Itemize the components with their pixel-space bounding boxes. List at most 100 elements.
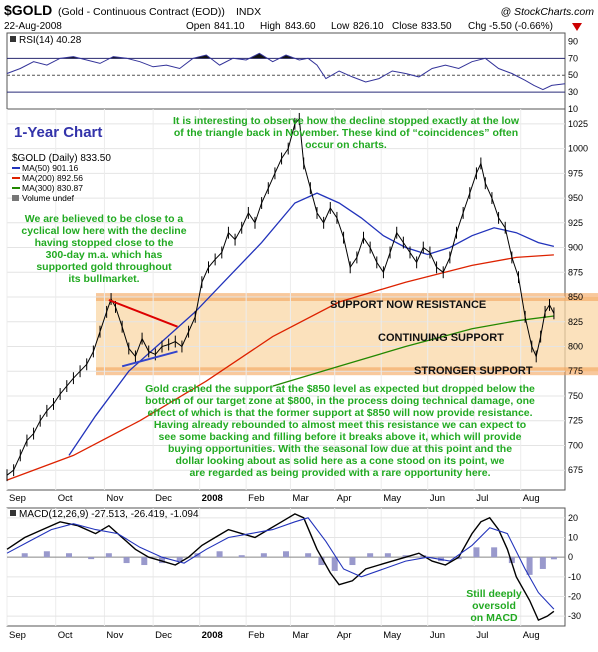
price-tick-label: 1000 <box>568 144 588 154</box>
macd-histogram-bar <box>305 553 312 558</box>
macd-histogram-bar <box>539 557 546 569</box>
price-tick-label: 775 <box>568 366 583 376</box>
high-label: High <box>260 21 281 32</box>
macd-histogram-bar <box>550 557 557 560</box>
left-note-line: cyclical low here with the decline <box>21 225 186 237</box>
close-label: Close <box>392 21 418 32</box>
macd-tick-label: 10 <box>568 533 578 543</box>
macd-histogram-bar <box>238 555 245 558</box>
rsi-tick-label: 90 <box>568 36 578 46</box>
macd-histogram-bar <box>384 553 391 558</box>
x-tick-label-macd: May <box>383 630 401 641</box>
bottom-note-line: are regarded as being provided with a ra… <box>189 467 490 479</box>
bottom-note-line: see some backing and filling before it b… <box>159 431 522 443</box>
rsi-note-line: of the triangle back in November. These … <box>174 127 518 139</box>
rsi-legend-text: RSI(14) 40.28 <box>19 35 82 46</box>
macd-legend-swatch <box>10 510 16 516</box>
chart-title: 1-Year Chart <box>14 124 102 141</box>
rsi-note-line: occur on charts. <box>305 139 387 151</box>
rsi-tick-label: 70 <box>568 53 578 63</box>
x-tick-label: Aug <box>523 493 540 504</box>
series-ma200 <box>6 254 554 481</box>
macd-note-line: oversold <box>472 600 516 612</box>
price-tick-label: 825 <box>568 317 583 327</box>
x-tick-label-macd: 2008 <box>202 630 223 641</box>
x-tick-label-macd: Jul <box>476 630 488 641</box>
macd-histogram-bar <box>318 557 325 566</box>
macd-histogram-bar <box>88 557 95 560</box>
macd-histogram-bar <box>526 557 533 575</box>
bottom-note-line: Gold crashed the support at the $850 lev… <box>145 383 535 395</box>
bottom-note: Gold crashed the support at the $850 lev… <box>145 383 535 479</box>
data-layer <box>6 52 566 622</box>
macd-histogram-bar <box>105 553 112 558</box>
x-tick-label-macd: Aug <box>523 630 540 641</box>
bottom-note-line: dollar looking about as solid here as a … <box>175 455 504 467</box>
price-tick-label: 850 <box>568 292 583 302</box>
macd-histogram-bar <box>123 557 130 564</box>
left-note-line: 300-day m.a. which has <box>46 249 163 261</box>
macd-note-line: Still deeply <box>466 588 522 600</box>
watermark: @ StockCharts.com <box>500 6 594 18</box>
x-tick-label-macd: Feb <box>248 630 264 641</box>
macd-histogram-bar <box>43 551 50 558</box>
chg-value: -5.50 (-0.66%) <box>489 21 553 32</box>
legend-price: $GOLD (Daily) 833.50 <box>12 153 111 164</box>
legend-ma200: MA(200) 892.56 <box>22 173 83 183</box>
rsi-line <box>6 52 566 91</box>
macd-histogram-bar <box>283 551 289 558</box>
macd-histogram-bar <box>159 557 165 564</box>
low-value: 826.10 <box>353 21 384 32</box>
symbol: $GOLD <box>4 2 52 18</box>
price-tick-label: 700 <box>568 440 583 450</box>
macd-panel <box>6 507 566 627</box>
macd-legend: MACD(12,26,9) -27.513, -26.419, -1.094 <box>10 509 199 520</box>
macd-series-signal <box>6 517 555 610</box>
series-ma300 <box>272 315 554 387</box>
bottom-note-line: buying opportunities. With the seasonal … <box>168 443 512 455</box>
left-note-line: We are believed to be close to a <box>25 213 184 225</box>
x-tick-label: Nov <box>106 493 123 504</box>
macd-tick-label: -20 <box>568 592 581 602</box>
macd-series-macd <box>6 513 555 622</box>
description: (Gold - Continuous Contract (EOD)) <box>58 6 225 18</box>
price-tick-label: 875 <box>568 267 583 277</box>
rsi-panel <box>6 32 566 110</box>
rsi-tick-label: 10 <box>568 104 578 114</box>
macd-histogram-bar <box>367 553 374 558</box>
legend-volume-swatch <box>12 195 19 201</box>
triangle-upper-line <box>108 299 178 328</box>
price-tick-label: 900 <box>568 243 583 253</box>
rsi-tick-label: 30 <box>568 87 578 97</box>
legend-volume: Volume undef <box>22 193 75 203</box>
close-value: 833.50 <box>421 21 452 32</box>
x-tick-label: Apr <box>337 493 352 504</box>
macd-histogram-bar <box>21 553 28 558</box>
bottom-note-line: Having already rebounded to almost meet … <box>154 419 526 431</box>
left-note-line: supported gold throughout <box>36 261 172 273</box>
macd-histogram-bar <box>402 555 409 558</box>
price-tick-label: 1025 <box>568 119 588 129</box>
triangle-lower-line <box>121 350 178 368</box>
x-tick-label-macd: Jun <box>430 630 445 641</box>
bottom-note-line: bottom of our target zone at $800, in th… <box>145 395 535 407</box>
macd-histogram-bar <box>141 557 148 566</box>
macd-note: Still deeply oversold on MACD <box>466 588 522 624</box>
price-tick-label: 975 <box>568 168 583 178</box>
x-tick-label-macd: Apr <box>337 630 352 641</box>
rsi-note: It is interesting to observe how the dec… <box>173 115 520 151</box>
open-label: Open <box>186 21 210 32</box>
price-legend: $GOLD (Daily) 833.50 MA(50) 901.16 MA(20… <box>12 153 111 203</box>
x-tick-label: May <box>383 493 401 504</box>
price-tick-label: 725 <box>568 416 583 426</box>
rsi-legend: RSI(14) 40.28 <box>10 35 82 46</box>
macd-histogram-bar <box>491 547 498 558</box>
price-tick-label: 750 <box>568 391 583 401</box>
macd-note-line: on MACD <box>470 612 518 624</box>
rsi-tick-label: 50 <box>568 70 578 80</box>
legend-ma300: MA(300) 830.87 <box>22 183 83 193</box>
x-tick-label: Dec <box>155 493 172 504</box>
open-value: 841.10 <box>214 21 245 32</box>
macd-histogram-bar <box>455 557 462 560</box>
x-tick-label-macd: Mar <box>292 630 308 641</box>
